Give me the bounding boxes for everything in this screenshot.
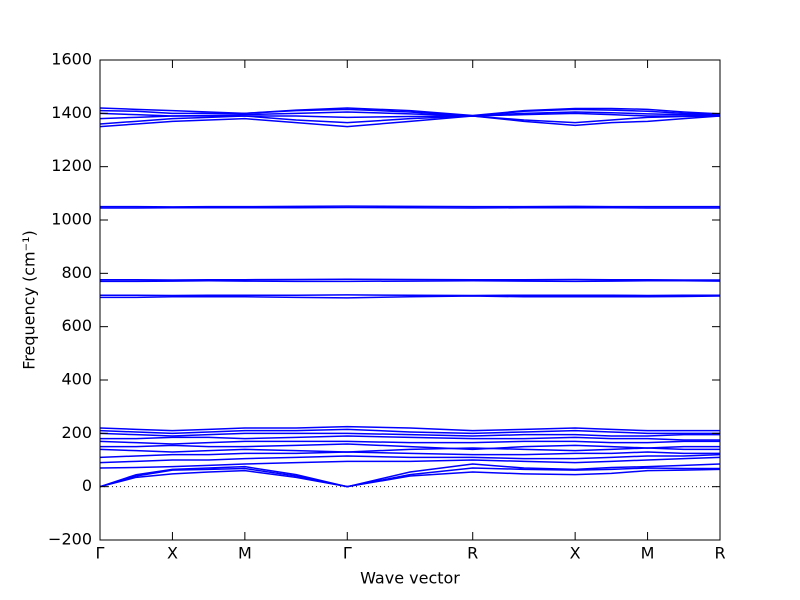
x-tick-label: M [238, 544, 252, 563]
y-tick-label: 200 [61, 423, 92, 442]
band-line [100, 206, 720, 209]
y-tick-label: 1600 [51, 50, 92, 69]
band-line [99, 453, 721, 464]
band-line [99, 111, 721, 117]
band-line [99, 468, 721, 488]
y-tick-label: −200 [48, 530, 92, 549]
plot-frame [99, 59, 721, 541]
x-tick-label: Γ [343, 544, 352, 563]
band-line [99, 456, 721, 469]
band-line [100, 280, 721, 283]
y-tick-label: 600 [61, 316, 92, 335]
band-line [100, 205, 720, 208]
band-line [99, 467, 720, 488]
x-tick-label: X [167, 544, 178, 563]
x-tick-label: X [570, 544, 581, 563]
y-tick-label: 1400 [51, 103, 92, 122]
band-line [100, 295, 721, 299]
y-tick-label: 400 [61, 370, 92, 389]
band-line [99, 428, 720, 435]
band-line [99, 425, 720, 432]
band-line [100, 443, 720, 451]
band-line [99, 463, 721, 488]
x-tick-label: R [714, 544, 725, 563]
band-line [99, 451, 720, 459]
x-tick-label: Γ [96, 544, 105, 563]
y-tick-label: 0 [82, 476, 92, 495]
band-line [99, 440, 720, 445]
band-line [100, 435, 720, 441]
band-line [99, 115, 721, 128]
band-line [99, 432, 720, 437]
band-line [99, 108, 721, 117]
x-axis-label: Wave vector [360, 569, 460, 588]
y-tick-label: 1200 [51, 156, 92, 175]
x-tick-label: R [467, 544, 478, 563]
y-tick-label: 800 [61, 263, 92, 282]
x-tick-label: M [641, 544, 655, 563]
band-line [99, 115, 721, 125]
y-axis-label: Frequency (cm⁻¹) [20, 230, 39, 369]
band-line [100, 278, 720, 281]
band-line [99, 107, 721, 117]
band-line [100, 294, 720, 297]
y-tick-label: 1000 [51, 210, 92, 229]
band-line [99, 447, 720, 453]
